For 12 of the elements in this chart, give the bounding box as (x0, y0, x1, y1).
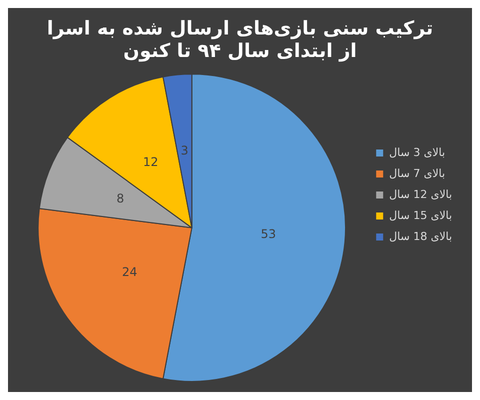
legend-label: بالای 7 سال (389, 166, 446, 180)
chart-subtitle: از ابتدای سال ۹۴ تا کنون (123, 40, 357, 62)
data-label: 8 (116, 192, 124, 206)
legend-label: بالای 18 سال (389, 230, 452, 243)
legend-label: بالای 3 سال (389, 146, 446, 159)
data-label: 24 (122, 265, 138, 280)
data-label: 12 (143, 155, 158, 170)
data-label: 3 (180, 143, 188, 158)
chart-title: ترکیب سنی بازی‌های ارسال شده به اسرا (46, 17, 434, 40)
legend-label: بالای 12 سال (389, 188, 452, 201)
legend-label: بالای 15 سال (389, 208, 452, 222)
data-label: 53 (260, 227, 276, 242)
